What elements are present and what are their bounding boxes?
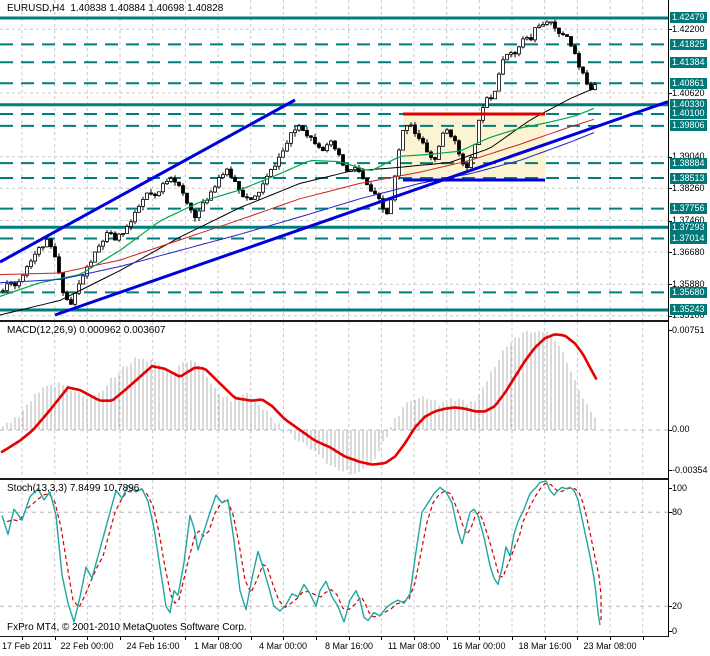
time-axis-tick (120, 637, 121, 640)
time-axis-tick (55, 637, 56, 640)
time-axis-label: 4 Mar 00:00 (258, 641, 308, 651)
time-axis-tick (545, 637, 546, 640)
price-axis-label: 1.39040 (672, 151, 705, 161)
price-axis-label: 1.37460 (672, 215, 705, 225)
price-axis-label: 1.35100 (672, 310, 705, 320)
price-axis-label-highlighted: 1.41825 (670, 39, 707, 50)
macd-axis-tick (668, 470, 672, 471)
time-axis-tick (218, 637, 219, 640)
time-axis-tick (22, 637, 23, 640)
time-axis-label: 17 Feb 2011 (2, 641, 52, 651)
time-axis-tick (381, 637, 382, 640)
price-axis-label-highlighted: 1.38884 (670, 158, 707, 169)
time-axis-tick (349, 637, 350, 640)
macd-axis-label: 0.00751 (672, 325, 705, 335)
macd-axis-label: 0.00 (672, 424, 690, 434)
price-chart-panel: EURUSD,H4 1.40838 1.40884 1.40698 1.4082… (0, 0, 669, 321)
time-axis-tick (316, 637, 317, 640)
price-axis-label-highlighted: 1.35680 (670, 287, 707, 298)
stoch-axis-label: 80 (672, 507, 683, 517)
time-axis-tick (87, 637, 88, 640)
price-axis-tick (668, 221, 672, 222)
time-axis-tick (447, 637, 448, 640)
price-axis-label-highlighted: 1.37756 (670, 203, 707, 214)
price-axis-label-highlighted: 1.40861 (670, 78, 707, 89)
time-axis-label: 22 Feb 00:00 (60, 641, 114, 651)
time-axis-label: 1 Mar 08:00 (193, 641, 243, 651)
price-axis-label-highlighted: 1.39806 (670, 120, 707, 131)
time-axis-tick (610, 637, 611, 640)
time-axis-tick (185, 637, 186, 640)
macd-axis-tick (668, 430, 672, 431)
price-axis-label-highlighted: 1.37293 (670, 222, 707, 233)
price-axis-tick (668, 252, 672, 253)
time-axis-label: 18 Mar 16:00 (518, 641, 572, 651)
chart-title: EURUSD,H4 1.40838 1.40884 1.40698 1.4082… (7, 3, 224, 14)
price-axis-tick (668, 157, 672, 158)
price-axis-label-highlighted: 1.41384 (670, 57, 707, 68)
price-axis-label-highlighted: 1.40330 (670, 99, 707, 110)
price-axis-label: 1.35880 (672, 279, 705, 289)
price-chart-canvas[interactable] (0, 0, 668, 320)
stoch-axis-tick (668, 606, 672, 607)
stoch-axis-label: 0 (672, 626, 678, 636)
stoch-axis-label: 100 (672, 483, 688, 493)
price-axis-label: 1.40620 (672, 88, 705, 98)
price-axis-label-highlighted: 1.35243 (670, 304, 707, 315)
time-axis-tick (251, 637, 252, 640)
price-axis-tick (668, 316, 672, 317)
time-axis-tick (283, 637, 284, 640)
stoch-axis-tick (668, 488, 672, 489)
stoch-axis-tick (668, 631, 672, 632)
price-axis-tick (668, 284, 672, 285)
time-axis-tick (479, 637, 480, 640)
price-axis-label-highlighted: 1.40100 (670, 108, 707, 119)
time-axis-label: 23 Mar 08:00 (583, 641, 637, 651)
stoch-axis-tick (668, 512, 672, 513)
price-axis-label: 1.38260 (672, 183, 705, 193)
time-axis-label: 11 Mar 08:00 (387, 641, 441, 651)
time-axis-tick (414, 637, 415, 640)
macd-panel: MACD(12,26,9) 0.000962 0.003607 (0, 321, 669, 479)
time-axis-tick (577, 637, 578, 640)
time-axis-tick (512, 637, 513, 640)
price-axis-tick (668, 188, 672, 189)
price-axis-label: 1.36680 (672, 247, 705, 257)
price-axis-label-highlighted: 1.37014 (670, 233, 707, 244)
macd-label: MACD(12,26,9) 0.000962 0.003607 (7, 325, 166, 336)
macd-axis-tick (668, 330, 672, 331)
macd-axis-label: -0.00354 (672, 465, 708, 475)
time-axis-label: 16 Mar 00:00 (452, 641, 506, 651)
stoch-label: Stoch(13,3,3) 7.8499 10.7896 (7, 483, 140, 494)
macd-canvas[interactable] (0, 322, 668, 478)
time-axis-tick (643, 637, 644, 640)
stochastic-panel: Stoch(13,3,3) 7.8499 10.7896 FxPro MT4, … (0, 479, 669, 637)
stoch-axis-label: 20 (672, 601, 683, 611)
price-axis-label-highlighted: 1.38513 (670, 173, 707, 184)
price-axis-label: 1.42200 (672, 24, 705, 34)
price-axis-tick (668, 29, 672, 30)
copyright-text: FxPro MT4, © 2001-2010 MetaQuotes Softwa… (7, 622, 247, 633)
time-axis-label: 8 Mar 16:00 (324, 641, 374, 651)
stochastic-canvas[interactable] (0, 480, 668, 636)
time-axis-tick (153, 637, 154, 640)
price-axis-tick (668, 93, 672, 94)
price-axis-line (668, 0, 669, 637)
time-axis-label: 24 Feb 16:00 (126, 641, 180, 651)
price-axis-label-highlighted: 1.42479 (670, 12, 707, 23)
